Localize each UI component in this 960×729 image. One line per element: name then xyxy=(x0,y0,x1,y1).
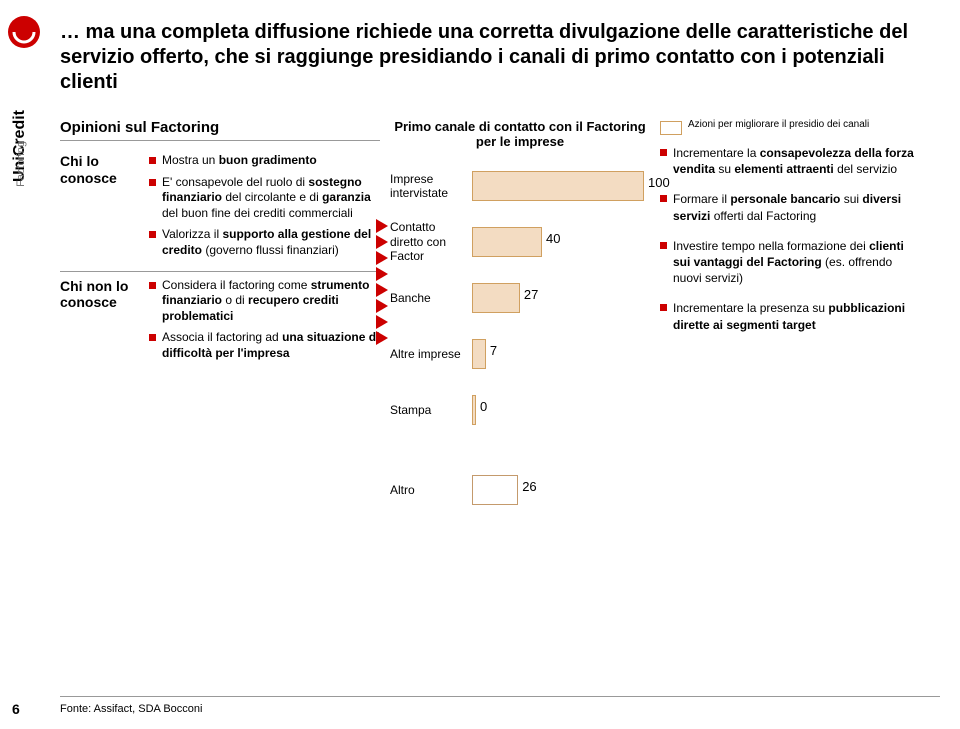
bar-value: 100 xyxy=(648,175,670,190)
source-text: Fonte: Assifact, SDA Bocconi xyxy=(60,697,202,715)
bar-wrap: 7 xyxy=(472,337,650,371)
chart-label: Contatto diretto con Factor xyxy=(390,220,472,263)
action-item: Incrementare la consapevolezza della for… xyxy=(660,145,920,177)
not-knows-block: Chi non lo conosce Considera il factorin… xyxy=(60,272,380,374)
not-knows-label: Chi non lo conosce xyxy=(60,278,149,368)
bullet-icon xyxy=(149,231,156,238)
chart-title: Primo canale di contatto con il Factorin… xyxy=(390,119,650,149)
chart-row-altro: Altro 26 xyxy=(390,465,650,515)
bullet-icon xyxy=(660,242,667,249)
chart-row-banche: Banche 27 xyxy=(390,273,650,323)
bar xyxy=(472,339,486,369)
action-item: Incrementare la presenza su pubblicazion… xyxy=(660,300,920,332)
chart-row-contatto: Contatto diretto con Factor 40 xyxy=(390,217,650,267)
bar xyxy=(472,171,644,201)
opinion-item: Mostra un buon gradimento xyxy=(149,153,380,169)
bar-wrap: 100 xyxy=(472,169,650,203)
slide-body: … ma una completa diffusione richiede un… xyxy=(60,20,940,601)
bar xyxy=(472,283,520,313)
opinion-item: Valorizza il supporto alla gestione del … xyxy=(149,227,380,258)
action-item: Investire tempo nella formazione dei cli… xyxy=(660,238,920,287)
bullet-icon xyxy=(149,334,156,341)
bar-value: 26 xyxy=(522,479,536,494)
opinions-header: Opinioni sul Factoring xyxy=(60,119,380,141)
content-row: Opinioni sul Factoring Chi lo conosce Mo… xyxy=(60,119,940,601)
chart-row-stampa: Stampa 0 xyxy=(390,385,650,435)
bar-value: 27 xyxy=(524,287,538,302)
action-item: Formare il personale bancario sui divers… xyxy=(660,191,920,223)
not-knows-list: Considera il factoring come strumento fi… xyxy=(149,278,380,368)
legend-swatch-icon xyxy=(660,121,682,135)
bar xyxy=(472,475,518,505)
actions-column: Azioni per migliorare il presidio dei ca… xyxy=(660,119,920,601)
bar xyxy=(472,395,476,425)
bar-wrap: 40 xyxy=(472,225,650,259)
bar-value: 40 xyxy=(546,231,560,246)
chart-label: Stampa xyxy=(390,403,472,417)
svg-text:Factoring: Factoring xyxy=(15,141,27,187)
chart-label: Altro xyxy=(390,483,472,497)
page-number: 6 xyxy=(12,701,20,717)
knows-label: Chi lo conosce xyxy=(60,153,149,265)
opinions-column: Opinioni sul Factoring Chi lo conosce Mo… xyxy=(60,119,380,601)
chart-label: Imprese intervistate xyxy=(390,172,472,201)
slide-title: … ma una completa diffusione richiede un… xyxy=(60,20,940,95)
opinion-item: Associa il factoring ad una situazione d… xyxy=(149,330,380,361)
brand-logo: UniCredit Factoring xyxy=(2,6,46,226)
knows-list: Mostra un buon gradimento E' consapevole… xyxy=(149,153,380,265)
bar-value: 7 xyxy=(490,343,497,358)
actions-list: Incrementare la consapevolezza della for… xyxy=(660,145,920,333)
bullet-icon xyxy=(149,157,156,164)
legend-text: Azioni per migliorare il presidio dei ca… xyxy=(688,119,869,131)
bar xyxy=(472,227,542,257)
bar-wrap: 0 xyxy=(472,393,650,427)
bullet-icon xyxy=(660,195,667,202)
knows-block: Chi lo conosce Mostra un buon gradimento… xyxy=(60,147,380,272)
bullet-icon xyxy=(149,282,156,289)
arrow-stack-icon xyxy=(376,219,388,347)
bar-wrap: 26 xyxy=(472,473,650,507)
opinion-item: Considera il factoring come strumento fi… xyxy=(149,278,380,325)
legend: Azioni per migliorare il presidio dei ca… xyxy=(660,119,920,135)
chart-label: Altre imprese xyxy=(390,347,472,361)
chart-area: Imprese intervistate100Contatto diretto … xyxy=(390,161,650,601)
bullet-icon xyxy=(660,149,667,156)
bar-wrap: 27 xyxy=(472,281,650,315)
chart-label: Banche xyxy=(390,291,472,305)
chart-column: Primo canale di contatto con il Factorin… xyxy=(390,119,650,601)
bullet-icon xyxy=(149,179,156,186)
footer: Fonte: Assifact, SDA Bocconi xyxy=(60,696,940,715)
chart-row-imprese: Imprese intervistate100 xyxy=(390,161,650,211)
opinion-item: E' consapevole del ruolo di sostegno fin… xyxy=(149,175,380,222)
bullet-icon xyxy=(660,304,667,311)
bar-value: 0 xyxy=(480,399,487,414)
chart-row-altre: Altre imprese 7 xyxy=(390,329,650,379)
